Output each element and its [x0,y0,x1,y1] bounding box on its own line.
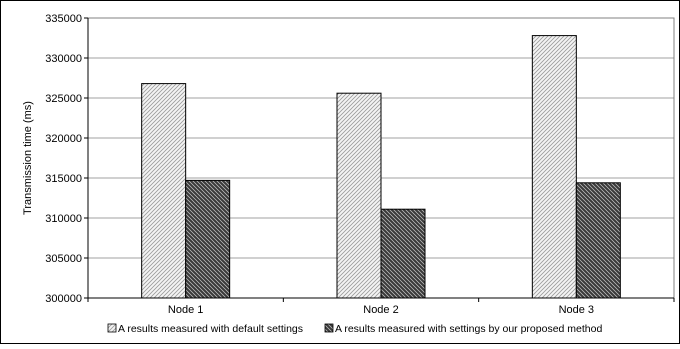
y-axis-label: Transmission time (ms) [22,101,34,215]
y-tick-label: 315000 [45,173,82,185]
y-tick-label: 305000 [45,253,82,265]
x-tick-label: Node 1 [168,304,203,316]
bar-proposed-method [380,208,426,299]
x-tick-labels: Node 1 Node 2 Node 3 [87,298,675,316]
legend: A results measured with default settings… [107,323,602,335]
y-tick-label: 300000 [45,293,82,305]
legend-swatch-proposed-method [324,323,334,333]
y-tick-label: 335000 [45,13,82,25]
y-tick-label: 330000 [45,53,82,65]
y-tick-label: 320000 [45,133,82,145]
legend-label-default-settings: A results measured with default settings [118,323,303,335]
bars [141,35,621,299]
y-tick-label: 310000 [45,213,82,225]
x-tick-label: Node 3 [559,304,594,316]
bar-default-settings [531,35,577,299]
legend-swatch-default-settings [107,323,117,333]
x-tick-label: Node 2 [363,304,398,316]
bar-default-settings [336,92,382,299]
legend-label-proposed-method: A results measured with settings by our … [335,323,602,335]
bar-proposed-method [185,179,231,299]
y-tick-label: 325000 [45,93,82,105]
bar-proposed-method [575,182,621,299]
bar-default-settings [141,83,187,299]
y-tick-labels: 300000 305000 310000 315000 320000 325000 3300… [45,13,674,305]
